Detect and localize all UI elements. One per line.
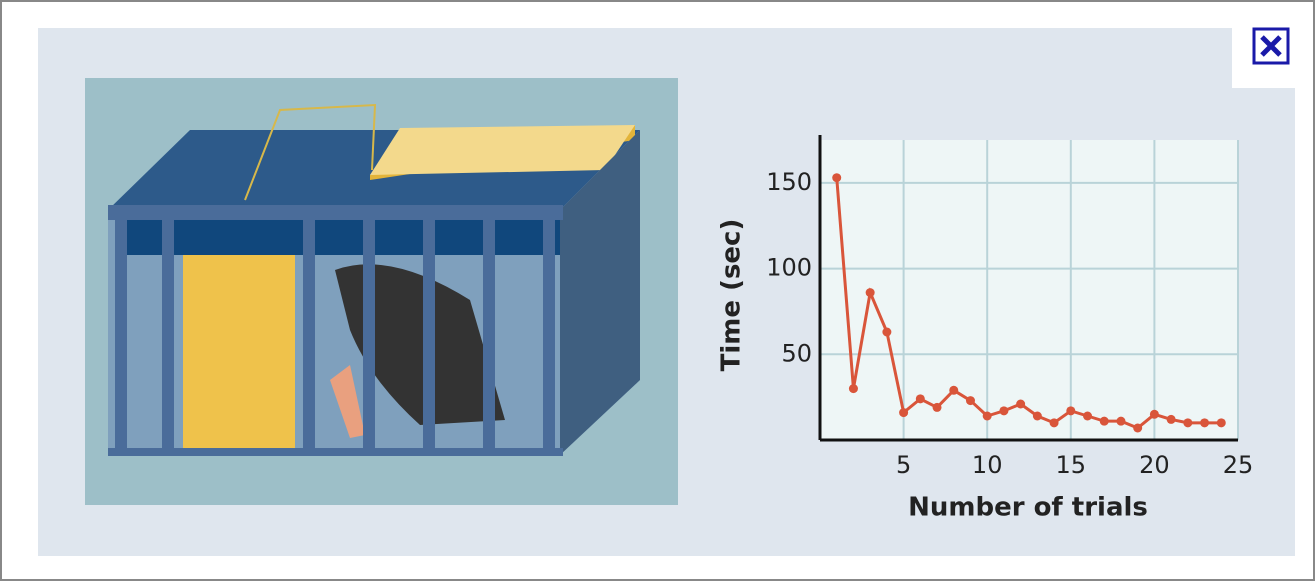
data-point: [965, 396, 975, 406]
data-point: [999, 406, 1009, 416]
y-tick-label: 150: [766, 168, 812, 196]
lid: [370, 125, 635, 175]
y-axis-label: Time (sec): [717, 219, 747, 372]
close-button[interactable]: [1252, 27, 1290, 65]
rope: [244, 103, 377, 201]
data-point: [1083, 411, 1093, 421]
illustration: [85, 78, 678, 505]
data-point: [932, 402, 942, 412]
y-tick-label: 100: [766, 254, 812, 282]
door: [183, 255, 295, 450]
x-tick-label: 5: [896, 451, 911, 479]
bars: [108, 205, 563, 456]
cat: [335, 264, 505, 425]
data-point: [982, 411, 992, 421]
data-point: [1166, 414, 1176, 424]
data-point: [899, 408, 909, 418]
data-point: [865, 288, 875, 298]
x-tick-label: 10: [972, 451, 1003, 479]
data-point: [1049, 418, 1059, 428]
data-point: [1200, 418, 1210, 428]
data-point: [1216, 418, 1226, 428]
close-icon[interactable]: [1260, 35, 1282, 57]
data-point: [1016, 399, 1026, 409]
data-point: [848, 384, 858, 394]
x-axis-label: Number of trials: [908, 493, 1148, 523]
x-tick-label: 25: [1223, 451, 1254, 479]
data-point: [1032, 411, 1042, 421]
pedal: [330, 365, 365, 438]
data-point: [1133, 423, 1143, 433]
data-point: [1116, 416, 1126, 426]
data-point: [1149, 409, 1159, 419]
data-point: [1099, 416, 1109, 426]
data-point: [882, 327, 892, 337]
cage-side: [560, 130, 640, 455]
data-point: [949, 385, 959, 395]
data-point: [832, 173, 842, 183]
x-tick-label: 20: [1139, 451, 1170, 479]
plot-area: [820, 140, 1238, 440]
data-point: [915, 394, 925, 404]
chart: Number of trials Time (sec) 5 10 15 20 25 50 1…: [717, 135, 1254, 523]
data-point: [1066, 406, 1076, 416]
y-tick-label: 50: [781, 339, 812, 367]
data-point: [1183, 418, 1193, 428]
x-tick-label: 15: [1056, 451, 1087, 479]
